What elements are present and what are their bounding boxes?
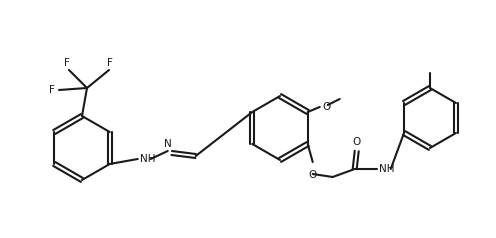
Text: F: F xyxy=(64,58,70,68)
Text: NH: NH xyxy=(379,164,394,174)
Text: F: F xyxy=(107,58,113,68)
Text: O: O xyxy=(353,137,361,147)
Text: N: N xyxy=(164,139,172,149)
Text: O: O xyxy=(323,102,331,112)
Text: F: F xyxy=(49,85,55,95)
Text: O: O xyxy=(309,170,317,180)
Text: NH: NH xyxy=(140,154,155,164)
